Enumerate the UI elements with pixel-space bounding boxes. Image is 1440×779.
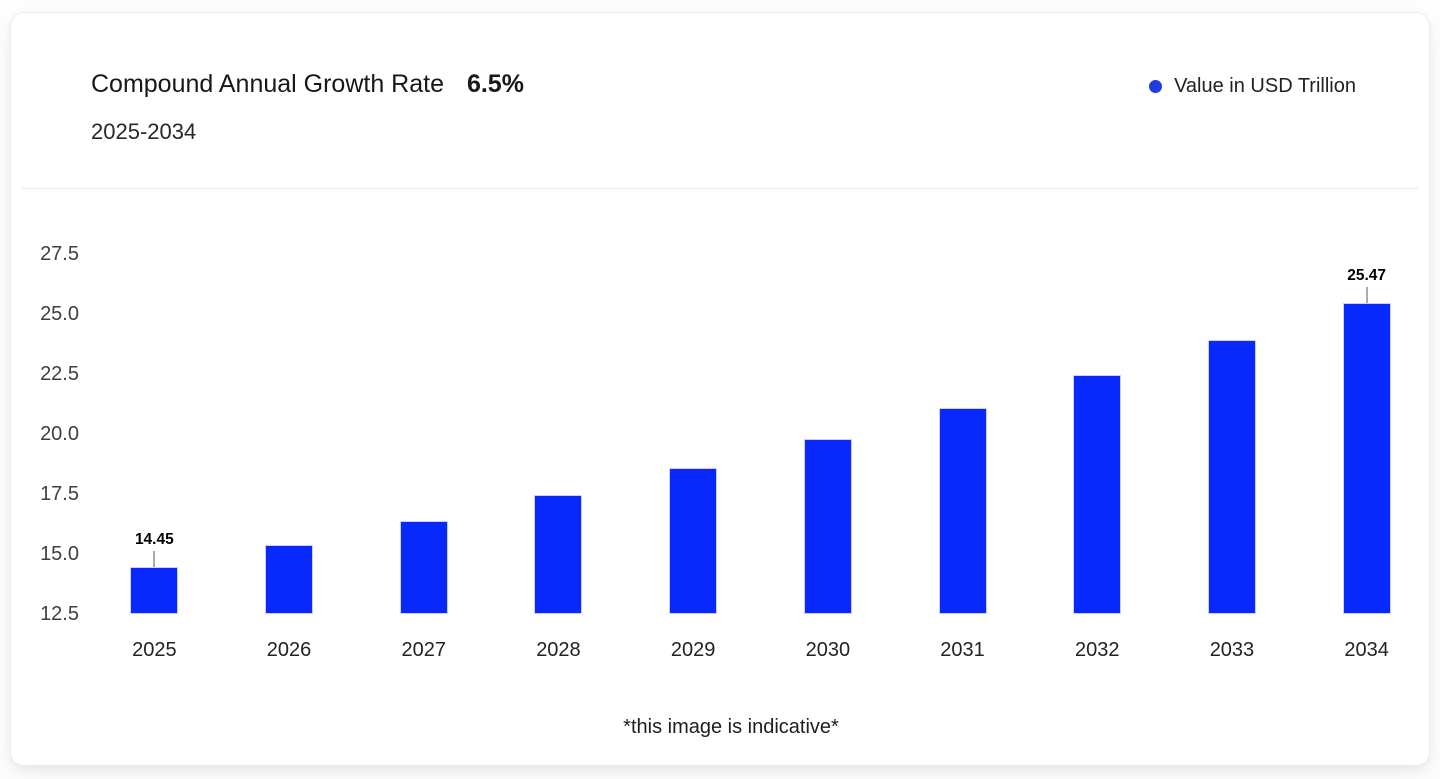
- x-tick-label: 2027: [401, 639, 446, 661]
- bar[interactable]: [1342, 302, 1391, 614]
- bar[interactable]: [1207, 340, 1256, 614]
- bar[interactable]: [803, 438, 852, 614]
- indicative-note: *this image is indicative*: [623, 716, 839, 738]
- chart-subtitle: 2025-2034: [91, 119, 197, 144]
- x-tick-label: 2033: [1209, 639, 1255, 661]
- value-label-leader-line: [153, 551, 156, 568]
- value-label-leader-line: [1365, 286, 1368, 303]
- x-tick-label: 2031: [940, 639, 985, 661]
- header-divider: [22, 188, 1418, 189]
- bar[interactable]: [669, 467, 718, 614]
- y-tick-label: 27.5: [40, 243, 79, 265]
- y-tick-label: 25.0: [40, 303, 79, 325]
- legend-series-dot-icon: [1149, 80, 1163, 93]
- x-tick-label: 2025: [132, 639, 177, 661]
- chart-title: Compound Annual Growth Rate 6.5%: [91, 70, 524, 99]
- bar-value-label: 25.47: [1347, 266, 1387, 284]
- cagr-value: 6.5%: [466, 70, 524, 98]
- legend[interactable]: Value in USD Trillion: [1149, 75, 1356, 98]
- x-tick-label: 2028: [536, 639, 581, 661]
- bar[interactable]: [534, 495, 583, 614]
- y-tick-label: 20.0: [40, 423, 79, 445]
- chart-card: Compound Annual Growth Rate 6.5% 2025-20…: [10, 12, 1430, 766]
- chart-title-text: Compound Annual Growth Rate: [91, 70, 444, 98]
- legend-series-label: Value in USD Trillion: [1174, 75, 1356, 97]
- x-tick-label: 2034: [1344, 639, 1389, 661]
- bar[interactable]: [130, 567, 179, 614]
- bar[interactable]: [1073, 375, 1122, 614]
- x-tick-label: 2032: [1074, 639, 1120, 661]
- y-tick-label: 12.5: [40, 603, 79, 625]
- bar[interactable]: [399, 520, 448, 614]
- bar[interactable]: [265, 544, 314, 614]
- bar[interactable]: [938, 408, 987, 614]
- x-tick-label: 2026: [266, 639, 312, 661]
- y-tick-label: 22.5: [40, 363, 79, 385]
- x-tick-label: 2029: [670, 639, 716, 661]
- x-tick-label: 2030: [805, 639, 851, 661]
- y-tick-label: 15.0: [40, 543, 79, 565]
- bar-value-label: 14.45: [134, 531, 174, 549]
- y-tick-label: 17.5: [40, 483, 79, 505]
